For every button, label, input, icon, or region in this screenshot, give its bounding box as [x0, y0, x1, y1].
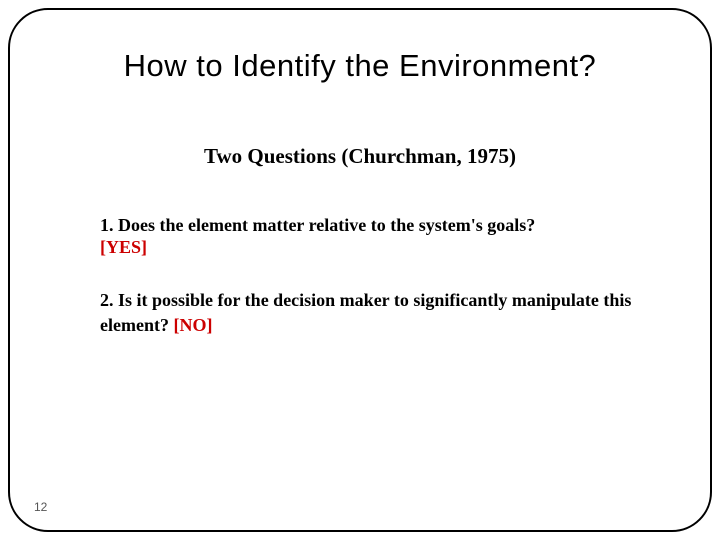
question-1-text: 1. Does the element matter relative to t… [100, 215, 535, 235]
page-number: 12 [34, 500, 47, 514]
question-2-answer: [NO] [173, 315, 212, 335]
slide-frame: How to Identify the Environment? Two Que… [8, 8, 712, 532]
slide-title: How to Identify the Environment? [60, 48, 660, 84]
question-1: 1. Does the element matter relative to t… [100, 213, 640, 258]
slide-subtitle: Two Questions (Churchman, 1975) [60, 144, 660, 169]
question-2: 2. Is it possible for the decision maker… [100, 288, 640, 337]
question-1-answer: [YES] [100, 237, 147, 257]
